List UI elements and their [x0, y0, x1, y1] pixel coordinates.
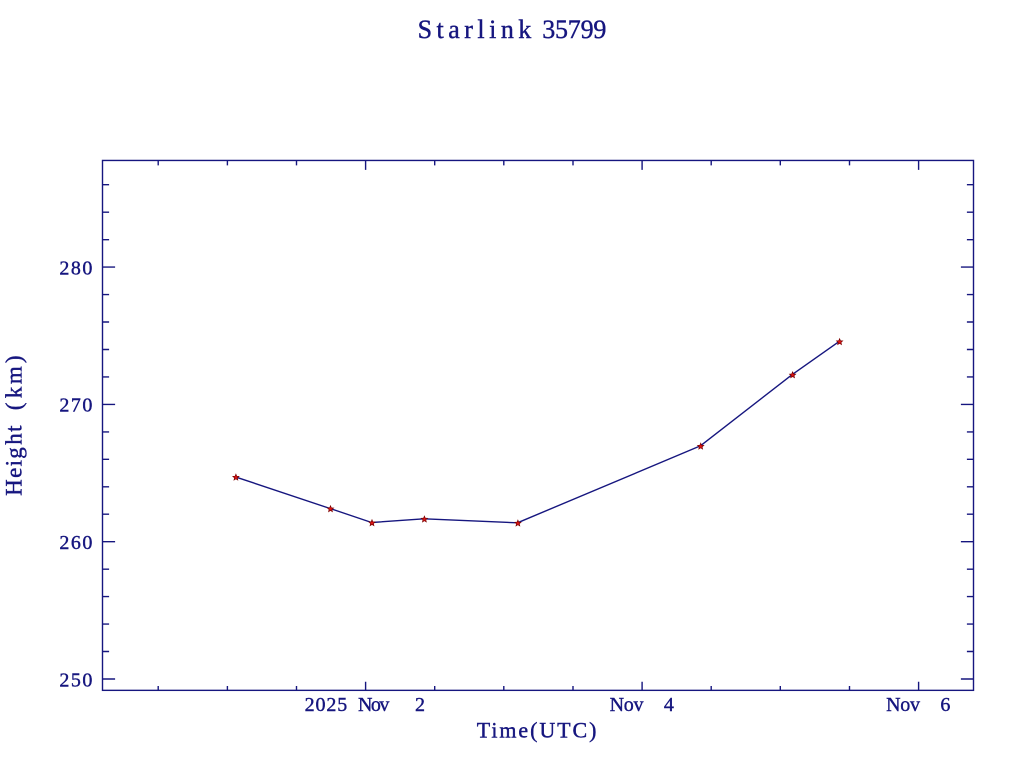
- svg-text:Time(UTC): Time(UTC): [477, 718, 597, 743]
- svg-text:H: H: [2, 479, 27, 496]
- svg-text:2: 2: [415, 694, 425, 716]
- svg-text:k: k: [2, 386, 27, 398]
- svg-text:g: g: [2, 447, 27, 459]
- svg-text:t: t: [2, 425, 27, 432]
- svg-text:): ): [2, 355, 27, 363]
- svg-text:280: 280: [59, 257, 92, 279]
- svg-text:Nov: Nov: [358, 694, 389, 716]
- svg-text:i: i: [2, 460, 27, 466]
- svg-text:(: (: [2, 402, 27, 410]
- svg-text:e: e: [2, 468, 27, 478]
- svg-text:Nov: Nov: [610, 694, 644, 716]
- svg-text:2025: 2025: [305, 694, 348, 716]
- svg-text:260: 260: [59, 532, 92, 554]
- svg-text:h: h: [2, 433, 27, 445]
- svg-text:4: 4: [664, 694, 674, 716]
- svg-text:270: 270: [59, 395, 92, 417]
- svg-text:m: m: [2, 366, 27, 384]
- svg-text:6: 6: [940, 694, 950, 716]
- svg-text:35799: 35799: [542, 15, 606, 44]
- svg-text:250: 250: [59, 669, 92, 691]
- svg-text:Nov: Nov: [886, 694, 920, 716]
